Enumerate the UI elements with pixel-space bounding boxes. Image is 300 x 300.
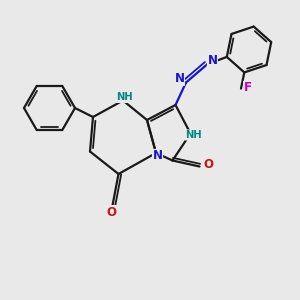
Text: N: N xyxy=(152,149,163,163)
Text: N: N xyxy=(174,72,184,86)
Text: NH: NH xyxy=(116,92,133,103)
Text: NH: NH xyxy=(185,130,202,140)
Text: O: O xyxy=(203,158,213,172)
Text: N: N xyxy=(207,54,218,68)
Text: O: O xyxy=(106,206,116,219)
Text: F: F xyxy=(244,82,252,94)
